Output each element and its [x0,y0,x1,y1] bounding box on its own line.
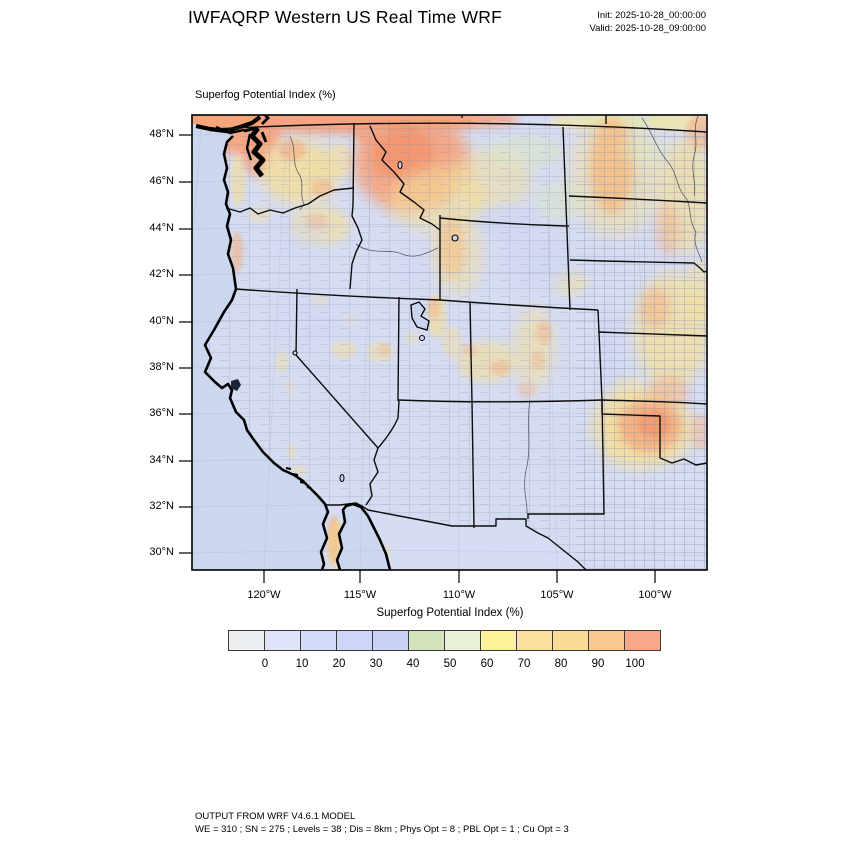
colorbar-cell [444,630,481,651]
wy-ne-41n [439,299,599,311]
lon-tick-label: 100°W [638,589,672,601]
colorbar-tick-label: 100 [625,658,645,670]
colorbar-cell [336,630,373,651]
footer-line2: WE = 310 ; SN = 275 ; Levels = 38 ; Dis … [195,824,569,835]
lat-tick-label: 36°N [149,407,174,419]
map-plot-area [192,115,707,570]
colorbar-tick-label: 80 [554,658,568,670]
us-mexico-border [325,502,587,570]
mt-nd-sd-wy-104w [562,126,571,311]
mt-wy-border [439,217,569,227]
37n-border [397,399,707,405]
lon-tick-label: 105°W [540,589,574,601]
map-field-label: Superfog Potential Index (%) [195,89,336,101]
footer-line1: OUTPUT FROM WRF V4.6.1 MODEL [195,811,356,822]
lake-tahoe [292,350,298,356]
lat-tick-label: 32°N [149,500,174,512]
colorbar-tick-label: 70 [517,658,531,670]
colorbar-cell [300,630,337,651]
colorbar-cell [372,630,409,651]
lat-tick-label: 40°N [149,315,174,327]
colorbar-tick-label: 60 [480,658,494,670]
model-footer: OUTPUT FROM WRF V4.6.1 MODEL WE = 310 ; … [195,810,569,836]
channel-islands [285,467,312,489]
lat-tick-label: 34°N [149,454,174,466]
colorbar-tick-label: 90 [591,658,605,670]
page-title: IWFAQRP Western US Real Time WRF [188,7,502,27]
id-border [349,122,363,290]
ne-ks-border [597,331,707,337]
nd-sd-border [568,195,707,204]
flathead-lake [397,161,403,169]
canada-border [213,122,707,133]
utah-lake [419,335,425,341]
san-francisco-bay [231,379,241,391]
colorbar-tick-label: 50 [443,658,457,670]
nm-tx-border [527,399,605,519]
colorbar-cell [264,630,301,651]
sd-ne-border [569,259,707,273]
valid-time: Valid: 2025-10-28_09:00:00 [589,23,706,34]
coastline [203,135,392,570]
lat-tick-label: 48°N [149,128,174,140]
map-frame [191,114,708,571]
lon-tick-label: 110°W [442,589,476,601]
42n-border [235,288,441,301]
gulf-of-california [337,504,390,570]
wa-or-border [225,187,355,215]
colorbar-tick-label: 0 [261,658,269,670]
colorbar-tick-label: 30 [369,658,383,670]
rivers [289,115,703,515]
colorbar-cell [552,630,589,651]
puget-sound [243,126,268,178]
colorbar-cell [480,630,517,651]
id-mt-divide [369,125,441,231]
colorbar [228,630,661,651]
county-lines-plains [576,117,707,570]
salton-sea [339,474,345,482]
co-ks-102w [597,309,603,401]
axis-ticks [179,134,656,583]
colorbar-tick-label: 20 [332,658,346,670]
run-timestamps: Init: 2025-10-28_00:00:00 Valid: 2025-10… [589,9,706,35]
lat-tick-label: 42°N [149,268,174,280]
lon-tick-label: 120°W [247,589,281,601]
lat-tick-label: 38°N [149,361,174,373]
great-salt-lake [410,301,430,331]
nv-ut-114w [397,296,400,402]
lat-tick-label: 44°N [149,222,174,234]
lat-tick-label: 30°N [149,546,174,558]
pacific-ocean [192,128,390,570]
lat-tick-label: 46°N [149,175,174,187]
state-borders [213,115,707,570]
colorbar-tick-label: 10 [295,658,309,670]
lon-tick-label: 115°W [343,589,377,601]
colorbar-cell [588,630,625,651]
lakes-islands [231,161,459,489]
init-time: Init: 2025-10-28_00:00:00 [597,10,706,21]
colorbar-cell [624,630,661,651]
colorbar-cell [408,630,445,651]
colorbar-cell [516,630,553,651]
yellowstone-lake [451,234,459,242]
colorbar-tick-label: 40 [406,658,420,670]
colorbar-cell [228,630,265,651]
colorbar-title: Superfog Potential Index (%) [376,607,524,619]
